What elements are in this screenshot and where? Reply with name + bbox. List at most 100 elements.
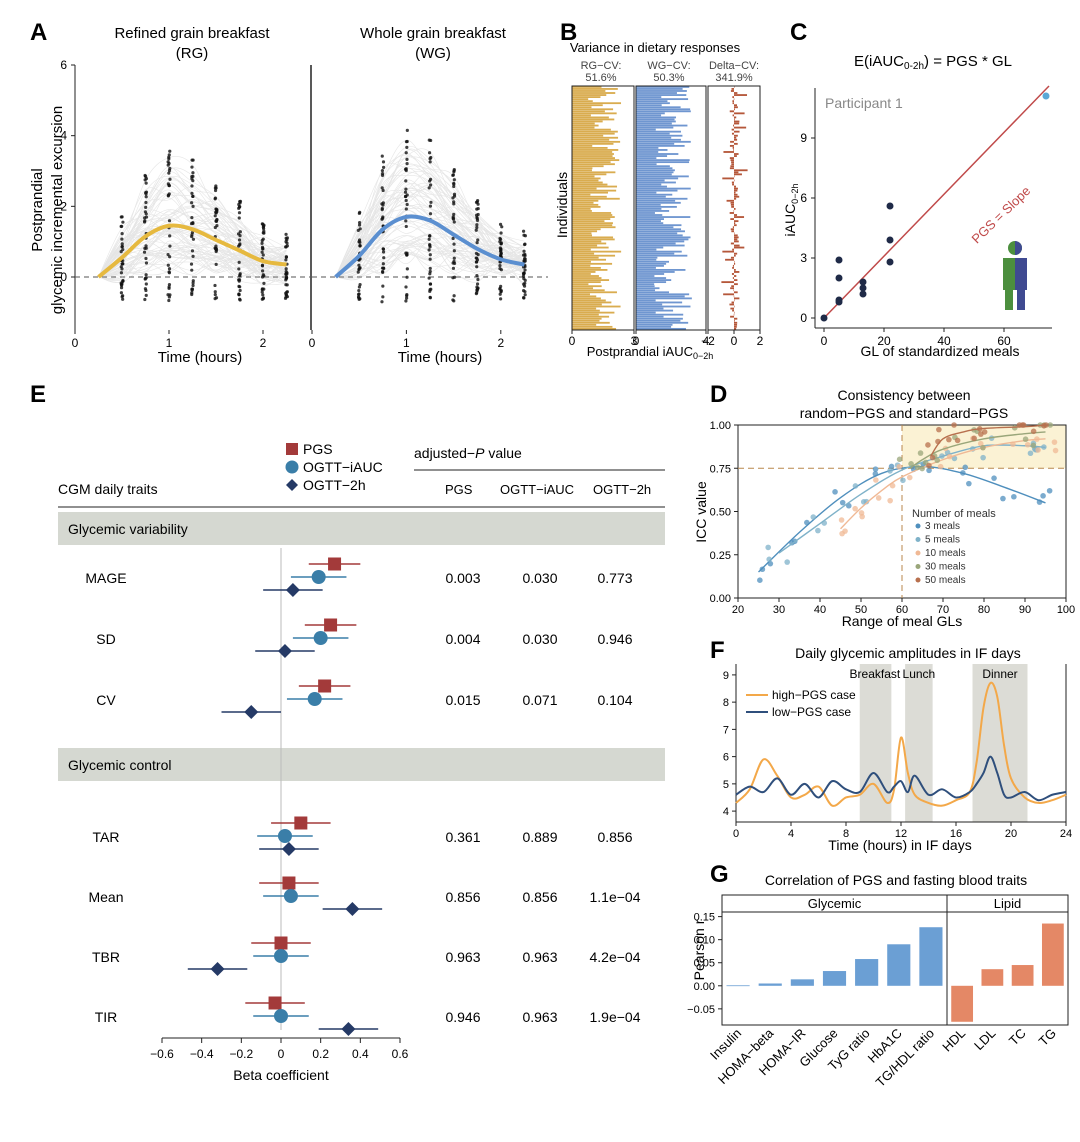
panel-d-fit-line (930, 424, 1046, 457)
panel-b-bar (572, 232, 592, 235)
panel-b-bar (572, 100, 593, 103)
panel-a-dot (284, 272, 288, 276)
panel-g-category-label: TG (1036, 1026, 1059, 1049)
panel-a-dot (143, 173, 147, 178)
panel-g-group-glycemic: Glycemic (808, 896, 862, 911)
panel-a-dot (237, 216, 241, 220)
panel-f-xtick-label: 12 (895, 828, 907, 840)
panel-b-bar (572, 187, 597, 190)
panel-d-point (926, 467, 932, 474)
panel-a-dot (404, 299, 408, 303)
panel-a-dot (144, 276, 148, 280)
panel-e-pvalue: 0.889 (522, 829, 557, 845)
panel-c-xtick-label: 60 (997, 334, 1011, 348)
panel-b-bar (572, 297, 601, 300)
panel-a-dot (190, 249, 195, 253)
panel-d-point (784, 559, 790, 565)
panel-a-trace (335, 189, 525, 278)
panel-a-dot (190, 165, 194, 169)
panel-b-bar (732, 226, 734, 229)
panel-b-bar (636, 179, 665, 182)
panel-b-bar (636, 250, 682, 253)
panel-label-e: E (30, 381, 46, 408)
panel-a-dot (261, 293, 265, 297)
panel-b-bar (572, 155, 613, 157)
panel-e-estimate-ogtt-2h (285, 583, 300, 597)
panel-b-bar (636, 187, 691, 190)
panel-a-dot (451, 173, 455, 177)
panel-d-point (1047, 422, 1054, 428)
panel-b-bar (734, 236, 739, 239)
panel-b-bar (636, 153, 679, 155)
panel-e-pvalue: 0.004 (445, 631, 480, 647)
panel-b-title: Variance in dietary responses (570, 40, 741, 55)
panel-a-dot (190, 177, 194, 181)
panel-b-bar (730, 159, 734, 162)
panel-a-ytick-label: 0 (60, 270, 67, 284)
panel-b: B Variance in dietary responses RG−CV: 5… (554, 19, 764, 361)
panel-c-point (886, 202, 894, 210)
panel-label-a: A (30, 19, 47, 46)
panel-a-dot (380, 208, 384, 212)
panel-b-bar (636, 199, 676, 202)
panel-b-bar (729, 144, 734, 147)
panel-b-bar (733, 313, 735, 316)
panel-b-bar (572, 281, 601, 284)
panel-b-bar (572, 110, 605, 113)
panel-e-pvalue: 0.030 (522, 570, 557, 586)
panel-a-dot (167, 267, 172, 271)
panel-b-bar (723, 293, 734, 296)
pvalue-header-p: P (475, 445, 485, 461)
panel-b-bar (636, 269, 686, 271)
panel-a-dot (213, 293, 217, 297)
panel-b-xtick-label: 0 (731, 334, 738, 348)
panel-e-legend-label: OGTT−iAUC (303, 459, 383, 475)
panel-b-bar (572, 149, 619, 151)
panel-b-bar (636, 307, 664, 310)
panel-b-bar (733, 98, 735, 101)
panel-b-bar (734, 130, 740, 133)
panel-b-bar (636, 126, 674, 129)
panel-d-xtick-label: 30 (773, 604, 785, 616)
panel-b-bar (636, 295, 685, 298)
panel-a-dot (452, 202, 456, 206)
panel-a-dot (498, 292, 502, 296)
panel-b-bar (572, 88, 618, 90)
panel-b-bar (636, 291, 670, 294)
panel-a-dot (499, 231, 503, 235)
panel-d-ylabel: ICC value (693, 481, 709, 543)
panel-a-trace (98, 244, 287, 280)
panel-a-dot (166, 194, 170, 198)
panel-d-point (863, 498, 870, 505)
panel-b-bar (636, 163, 657, 166)
panel-a-ytick-label: 2 (60, 199, 67, 213)
panel-a-dot (523, 293, 527, 297)
panel-b-bar (636, 283, 655, 286)
panel-a-trace (335, 217, 525, 278)
panel-a-dot (475, 282, 480, 286)
panel-b-xlabel-main: Postprandial iAUC (587, 344, 693, 359)
panel-a-dot (120, 242, 124, 246)
panel-b-bar (572, 269, 608, 271)
panel-d-legend-label: 10 meals (925, 548, 966, 559)
panel-a-dot (189, 262, 194, 266)
panel-a-dot (284, 255, 289, 259)
panel-f-xtick-label: 20 (1005, 828, 1017, 840)
panel-b-bar (572, 130, 618, 133)
panel-e-estimate-ogtt-iauc (277, 829, 292, 843)
panel-c-ylabel-main: iAUC (782, 204, 798, 237)
panel-a-dot (214, 207, 218, 212)
panel-d-point (759, 566, 766, 573)
panel-a-dot-columns (356, 128, 527, 304)
panel-a-trace (335, 187, 525, 278)
panel-a-dot (521, 274, 526, 279)
panel-a-dot (191, 194, 195, 198)
panel-b-bar (572, 195, 607, 198)
panel-b-frame (635, 85, 707, 331)
panel-e-estimate-ogtt-iauc (313, 631, 328, 645)
panel-b-bar (734, 321, 738, 324)
panel-b-bar (572, 279, 610, 281)
panel-a-dot (143, 297, 147, 302)
panel-a-dot (452, 242, 456, 246)
panel-b-plot-area: 0 30 4−2 0 2 (569, 85, 764, 348)
